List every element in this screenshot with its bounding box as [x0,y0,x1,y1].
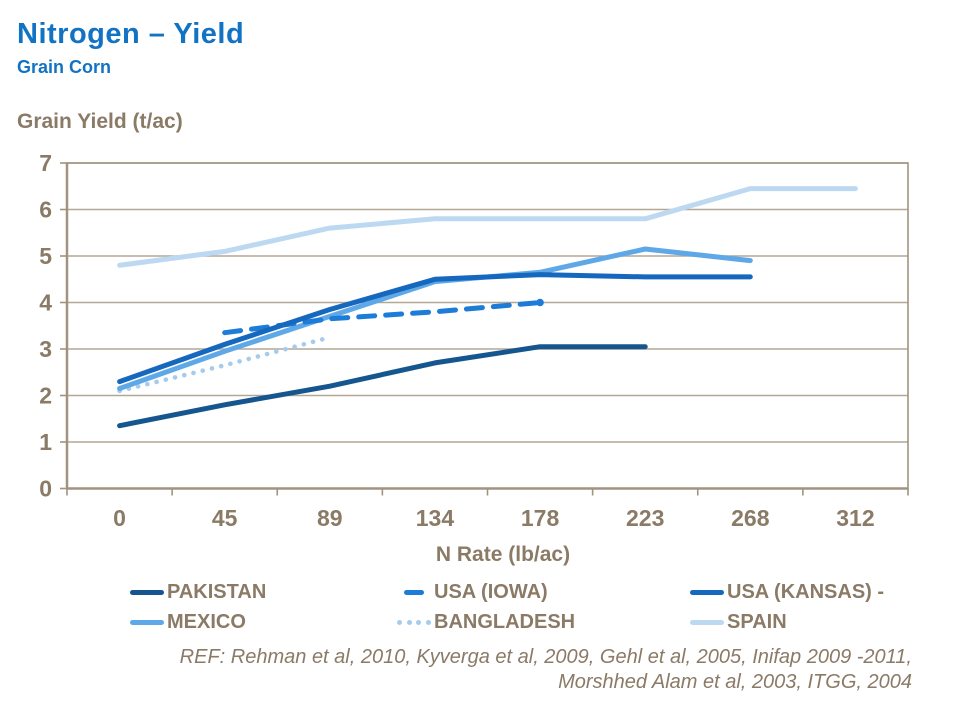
gridlines [67,162,908,443]
y-tick-label: 6 [39,197,52,223]
page-subtitle: Grain Corn [17,57,112,77]
y-tick-label: 5 [39,243,52,269]
legend-swatch-icon [690,581,724,603]
x-tick-label: 134 [416,505,455,531]
y-tick-label: 0 [39,476,52,502]
reference-line-2: Morshhed Alam et al, 2003, ITGG, 2004 [558,670,912,693]
series-line-spain [117,186,858,268]
legend-swatch-icon [397,581,431,603]
legend-item-pakistan: PAKISTAN [130,581,266,603]
legend-label: SPAIN [727,610,787,633]
legend-label: USA (IOWA) [434,580,548,603]
legend-item-usa-kansas-: USA (KANSAS) - [690,581,884,603]
plot-border [66,162,909,490]
x-tick-label: 312 [836,505,874,531]
legend-swatch-icon [130,581,164,603]
series-line-usa-kansas- [117,272,753,385]
x-tick-label: 223 [626,505,664,531]
legend-label: MEXICO [167,610,246,633]
x-tick-label: 178 [521,505,560,531]
legend-swatch-icon [397,611,431,633]
legend-label: PAKISTAN [167,580,267,603]
legend-swatch-icon [130,611,164,633]
legend-item-mexico: MEXICO [130,611,246,633]
reference-text: REF: Rehman et al, 2010, Kyverga et al, … [72,645,912,694]
legend-item-usa-iowa-: USA (IOWA) [397,581,548,603]
legend-item-bangladesh: BANGLADESH [397,611,575,633]
x-tick-label: 0 [113,505,126,531]
y-tick-label: 3 [39,336,52,362]
y-tick-label: 7 [39,150,52,176]
y-tick-label: 2 [39,383,52,409]
x-tick-label: 45 [212,505,238,531]
x-tick-label: 89 [317,505,343,531]
y-tick-label: 1 [39,429,52,455]
page-title: Nitrogen – Yield [17,18,245,50]
legend-label: USA (KANSAS) - [727,580,885,603]
series-line-pakistan [117,344,648,429]
series-lines [117,186,858,429]
y-tick-label: 4 [39,290,52,316]
series-line-bangladesh [117,335,333,394]
reference-line-1: REF: Rehman et al, 2010, Kyverga et al, … [179,646,912,668]
x-axis-title: N Rate (lb/ac) [436,543,570,566]
series-line-mexico [117,246,753,391]
legend-item-spain: SPAIN [690,611,787,633]
legend-swatch-icon [690,611,724,633]
series-end-marker [536,298,544,307]
x-tick-label: 268 [731,505,770,531]
y-axis-title: Grain Yield (t/ac) [17,110,183,133]
axes [60,162,909,496]
legend-label: BANGLADESH [434,610,576,633]
